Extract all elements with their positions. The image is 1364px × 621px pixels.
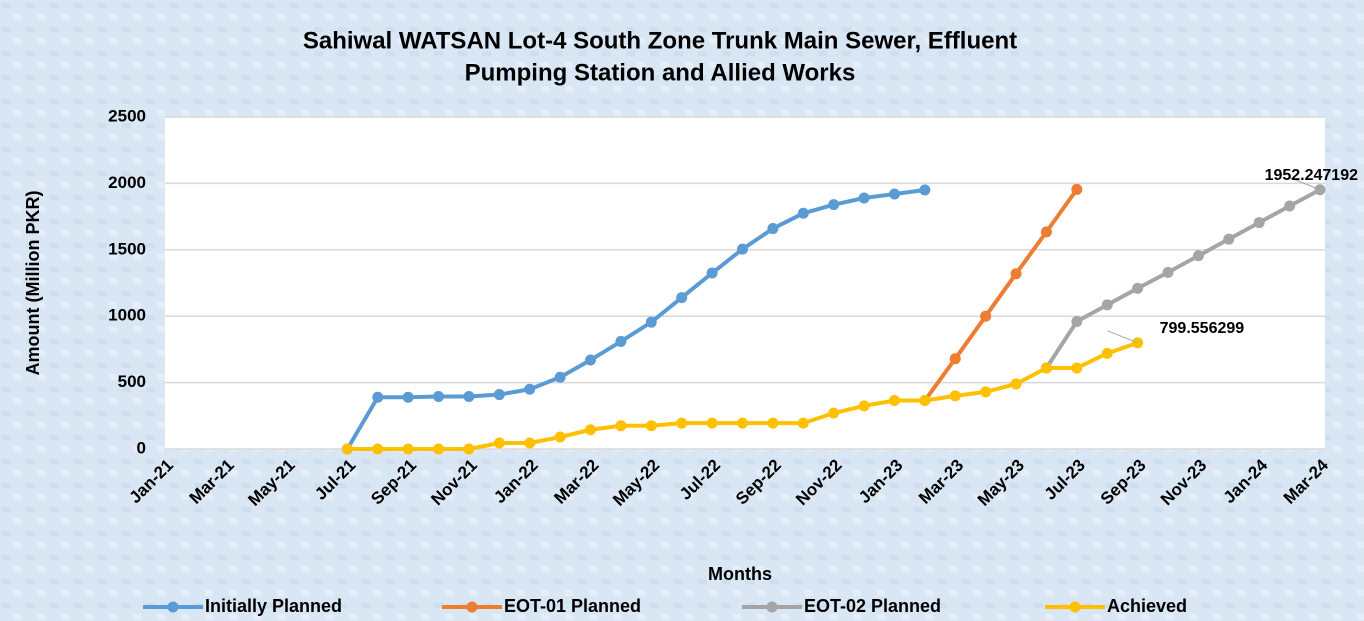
legend-label: EOT-02 Planned xyxy=(804,596,941,616)
legend-marker xyxy=(766,601,778,613)
data-point xyxy=(980,310,992,322)
data-point xyxy=(676,292,688,304)
series-line xyxy=(923,188,1079,402)
data-point xyxy=(828,199,840,211)
data-point xyxy=(554,371,566,383)
chart-title: Pumping Station and Allied Works xyxy=(465,59,856,86)
y-tick-label: 1000 xyxy=(108,306,146,325)
data-point xyxy=(767,417,779,429)
data-point xyxy=(615,420,627,432)
data-point xyxy=(463,443,475,455)
legend-label: Achieved xyxy=(1107,596,1187,616)
data-point xyxy=(524,437,536,449)
data-point xyxy=(493,389,505,401)
data-point xyxy=(706,267,718,279)
data-point xyxy=(1162,266,1174,278)
data-point xyxy=(1071,316,1083,328)
data-point xyxy=(797,207,809,219)
data-point xyxy=(888,395,900,407)
data-point xyxy=(888,188,900,200)
data-point xyxy=(919,395,931,407)
data-point xyxy=(1284,200,1296,212)
data-point xyxy=(463,391,475,403)
data-point xyxy=(706,417,718,429)
data-point xyxy=(858,192,870,204)
leader-line xyxy=(1289,177,1321,191)
data-point xyxy=(1253,217,1265,229)
data-point xyxy=(372,391,384,403)
y-tick-label: 0 xyxy=(137,438,146,457)
data-point xyxy=(372,443,384,455)
data-point xyxy=(980,386,992,398)
data-label: 1952.247192 xyxy=(1265,167,1359,184)
y-tick-label: 1500 xyxy=(108,239,146,258)
data-point xyxy=(676,417,688,429)
leader-line xyxy=(1107,330,1138,344)
data-point xyxy=(1071,183,1083,195)
legend-marker xyxy=(1069,601,1081,613)
legend-marker xyxy=(466,601,478,613)
y-axis-label: Amount (Million PKR) xyxy=(23,191,43,376)
data-point xyxy=(645,316,657,328)
x-axis-label: Months xyxy=(708,564,772,584)
y-tick-label: 2000 xyxy=(108,173,146,192)
data-point xyxy=(1010,268,1022,280)
data-point xyxy=(1101,347,1113,359)
chart-title: Sahiwal WATSAN Lot-4 South Zone Trunk Ma… xyxy=(303,27,1017,54)
data-point xyxy=(1040,226,1052,238)
legend-marker xyxy=(167,601,179,613)
data-label: 799.556299 xyxy=(1160,320,1245,337)
legend-label: EOT-01 Planned xyxy=(504,596,641,616)
y-tick-label: 2500 xyxy=(108,106,146,125)
data-point xyxy=(433,391,445,403)
data-point xyxy=(858,400,870,412)
data-point xyxy=(1132,282,1144,294)
data-point xyxy=(493,437,505,449)
data-point xyxy=(1040,362,1052,374)
data-point xyxy=(919,184,931,196)
data-point xyxy=(797,417,809,429)
data-point xyxy=(828,407,840,419)
data-point xyxy=(402,443,414,455)
data-point xyxy=(585,424,597,436)
data-point xyxy=(1071,362,1083,374)
data-point xyxy=(554,431,566,443)
data-point xyxy=(1223,233,1235,245)
data-point xyxy=(949,353,961,365)
data-point xyxy=(585,354,597,366)
data-point xyxy=(433,443,445,455)
data-point xyxy=(767,223,779,235)
plot-area xyxy=(165,117,1325,449)
data-point xyxy=(1010,378,1022,390)
data-point xyxy=(737,243,748,255)
data-point xyxy=(1101,299,1113,311)
y-tick-label: 500 xyxy=(118,372,146,391)
series-line xyxy=(1044,187,1321,370)
data-point xyxy=(524,383,536,395)
data-point xyxy=(1192,250,1204,262)
data-point xyxy=(341,443,353,455)
data-point xyxy=(402,391,414,403)
data-point xyxy=(949,390,961,402)
data-point xyxy=(615,335,627,347)
legend-label: Initially Planned xyxy=(205,596,342,616)
data-point xyxy=(645,420,657,432)
data-point xyxy=(737,417,748,429)
